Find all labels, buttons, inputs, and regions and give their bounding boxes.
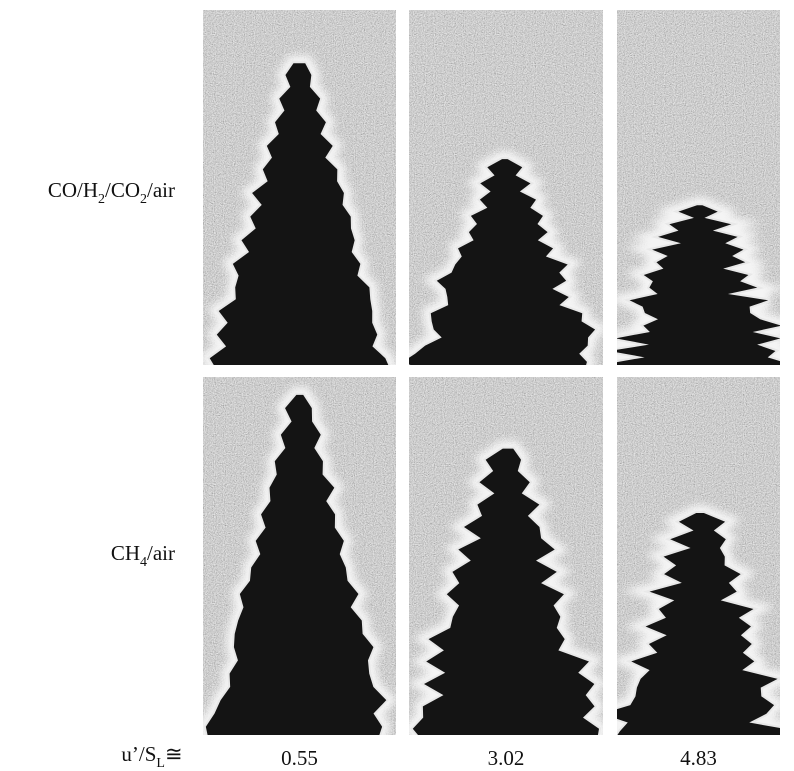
label-part: u’/S: [121, 742, 156, 766]
flame-image: [402, 10, 603, 370]
row-label: CH4/air: [111, 541, 175, 570]
subscript: 2: [140, 192, 147, 207]
label-part: CH: [111, 541, 140, 565]
figure: CO/H2/CO2/airCH4/air0.553.024.83u’/SL≅: [0, 0, 794, 771]
flame-image: [608, 10, 788, 370]
subscript: L: [156, 756, 165, 771]
column-label: 4.83: [680, 746, 717, 770]
row-label: CO/H2/CO2/air: [48, 178, 175, 207]
column-label: 3.02: [488, 746, 525, 770]
subscript: 4: [140, 555, 147, 570]
label-part: /CO: [105, 178, 140, 202]
label-part: ≅: [165, 742, 183, 766]
label-part: /air: [147, 178, 175, 202]
flame-image: [409, 377, 603, 740]
axis-label: u’/SL≅: [121, 742, 182, 771]
column-label: 0.55: [281, 746, 318, 770]
flame-image: [203, 377, 396, 740]
flame-image: [602, 377, 794, 740]
label-part: CO/H: [48, 178, 98, 202]
label-part: /air: [147, 541, 175, 565]
flame-image: [203, 10, 396, 370]
subscript: 2: [98, 192, 105, 207]
